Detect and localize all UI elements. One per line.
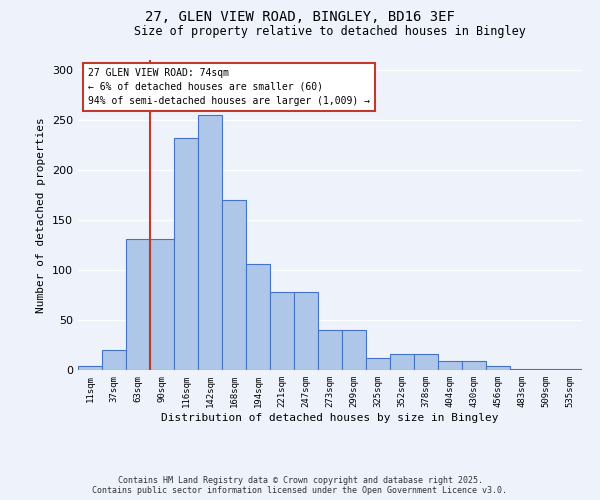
Bar (198, 115, 222, 370)
Bar (102, 350, 126, 370)
Bar (462, 361, 486, 370)
Bar (246, 264, 270, 370)
Text: Contains HM Land Registry data © Crown copyright and database right 2025.
Contai: Contains HM Land Registry data © Crown c… (92, 476, 508, 495)
Bar (366, 358, 390, 370)
Bar (126, 239, 150, 370)
Bar (78, 366, 102, 370)
Bar (174, 138, 198, 370)
Title: Size of property relative to detached houses in Bingley: Size of property relative to detached ho… (134, 25, 526, 38)
Y-axis label: Number of detached properties: Number of detached properties (37, 117, 46, 313)
Bar (486, 366, 510, 370)
Bar (270, 292, 294, 370)
Bar (342, 330, 366, 370)
Text: 27, GLEN VIEW ROAD, BINGLEY, BD16 3EF: 27, GLEN VIEW ROAD, BINGLEY, BD16 3EF (145, 10, 455, 24)
Bar (390, 354, 414, 370)
Bar (510, 369, 534, 370)
Bar (558, 369, 582, 370)
Text: 27 GLEN VIEW ROAD: 74sqm
← 6% of detached houses are smaller (60)
94% of semi-de: 27 GLEN VIEW ROAD: 74sqm ← 6% of detache… (88, 68, 370, 106)
Bar (318, 330, 342, 370)
Bar (534, 369, 558, 370)
Bar (294, 292, 318, 370)
X-axis label: Distribution of detached houses by size in Bingley: Distribution of detached houses by size … (161, 412, 499, 422)
Bar (150, 239, 174, 370)
Bar (438, 361, 462, 370)
Bar (414, 354, 438, 370)
Bar (222, 200, 246, 370)
